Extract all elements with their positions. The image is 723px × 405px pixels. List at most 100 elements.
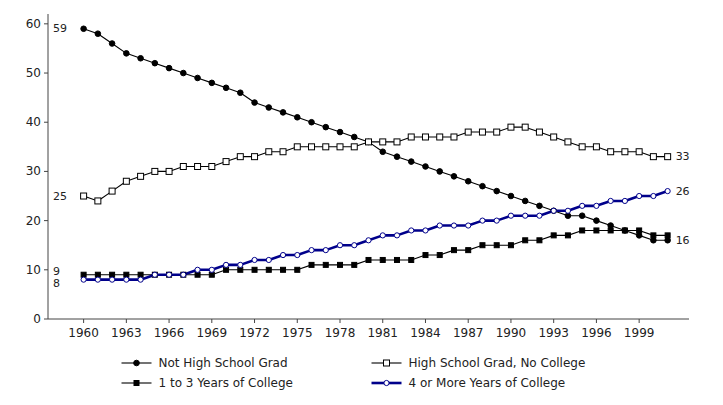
- series-marker: [266, 149, 272, 155]
- series-marker: [352, 262, 357, 267]
- series-line: [84, 127, 668, 201]
- series-marker: [223, 262, 228, 267]
- series-marker: [166, 65, 172, 71]
- series-marker: [508, 243, 513, 248]
- series-marker: [323, 144, 329, 150]
- x-tick-label: 1987: [453, 326, 484, 340]
- y-axis-line: [48, 14, 49, 319]
- x-tick-label: 1999: [624, 326, 655, 340]
- series-marker: [81, 272, 86, 277]
- series-marker: [152, 60, 158, 66]
- series-marker: [138, 55, 144, 61]
- x-tick: [382, 319, 383, 323]
- series-marker: [622, 228, 628, 234]
- x-axis-line: [48, 319, 689, 320]
- x-tick: [425, 319, 426, 323]
- series-marker: [238, 90, 244, 96]
- series-marker: [479, 129, 485, 135]
- series-marker: [537, 203, 543, 209]
- series-marker: [366, 257, 371, 262]
- legend-item: 4 or More Years of College: [372, 376, 566, 390]
- y-tick-label: 60: [26, 17, 41, 31]
- series-marker: [95, 277, 100, 282]
- series-marker: [351, 134, 357, 140]
- series-marker: [465, 178, 471, 184]
- series-marker: [423, 253, 428, 258]
- legend-marker: [384, 360, 390, 366]
- series-marker: [451, 174, 457, 180]
- series-marker: [81, 26, 87, 32]
- y-tick: [44, 73, 48, 74]
- series-marker: [650, 154, 656, 160]
- series-marker: [166, 272, 171, 277]
- y-tick-label: 30: [26, 164, 41, 178]
- series-marker: [522, 198, 528, 204]
- x-tick-label: 1975: [282, 326, 313, 340]
- series-marker: [565, 208, 570, 213]
- x-tick-label: 1963: [111, 326, 142, 340]
- series-marker: [480, 243, 485, 248]
- series-marker: [594, 228, 599, 233]
- x-tick-label: 1990: [496, 326, 527, 340]
- series-marker: [394, 139, 400, 145]
- legend-marker: [384, 380, 389, 385]
- series-marker: [281, 267, 286, 272]
- series-marker: [81, 277, 86, 282]
- x-tick-label: 1969: [197, 326, 228, 340]
- series-marker: [551, 208, 556, 213]
- series-marker: [138, 272, 143, 277]
- series-marker: [181, 272, 186, 277]
- series-marker: [237, 154, 243, 160]
- legend: Not High School GradHigh School Grad, No…: [122, 356, 586, 390]
- series-marker: [209, 272, 214, 277]
- series-marker: [180, 164, 186, 170]
- series-marker: [422, 134, 428, 140]
- series-marker: [338, 262, 343, 267]
- x-tick: [126, 319, 127, 323]
- series-marker: [223, 159, 229, 165]
- series-marker: [409, 257, 414, 262]
- y-tick-label: 10: [26, 263, 41, 277]
- series-marker: [651, 193, 656, 198]
- series-marker: [380, 257, 385, 262]
- annotation: 33: [676, 150, 690, 163]
- series-marker: [109, 188, 115, 194]
- y-tick: [44, 23, 48, 24]
- x-tick-label: 1978: [325, 326, 356, 340]
- series-marker: [110, 272, 115, 277]
- series-marker: [252, 100, 258, 106]
- series-marker: [665, 233, 670, 238]
- series-marker: [465, 129, 471, 135]
- series-marker: [451, 223, 456, 228]
- plot-area: [81, 26, 671, 282]
- x-tick-label: 1984: [410, 326, 441, 340]
- series-marker: [380, 233, 385, 238]
- annotation: 26: [676, 185, 690, 198]
- series-marker: [123, 178, 129, 184]
- series-marker: [252, 267, 257, 272]
- series-marker: [95, 198, 101, 204]
- series-marker: [138, 173, 144, 179]
- x-tick: [83, 319, 84, 323]
- series-marker: [451, 134, 457, 140]
- series-marker: [238, 267, 243, 272]
- x-tick: [169, 319, 170, 323]
- annotation: 59: [53, 22, 67, 35]
- series-marker: [437, 134, 443, 140]
- series-marker: [366, 139, 372, 145]
- x-tick: [553, 319, 554, 323]
- y-tick: [44, 171, 48, 172]
- series-marker: [608, 149, 614, 155]
- series-marker: [480, 218, 485, 223]
- series-marker: [508, 213, 513, 218]
- series-marker: [665, 188, 670, 193]
- series-marker: [209, 267, 214, 272]
- series-marker: [266, 105, 272, 111]
- series-marker: [651, 233, 656, 238]
- y-tick-label: 0: [33, 312, 41, 326]
- series-marker: [309, 119, 315, 125]
- series-line: [84, 191, 668, 280]
- series-marker: [408, 134, 414, 140]
- series-marker: [280, 252, 285, 257]
- series-marker: [295, 252, 300, 257]
